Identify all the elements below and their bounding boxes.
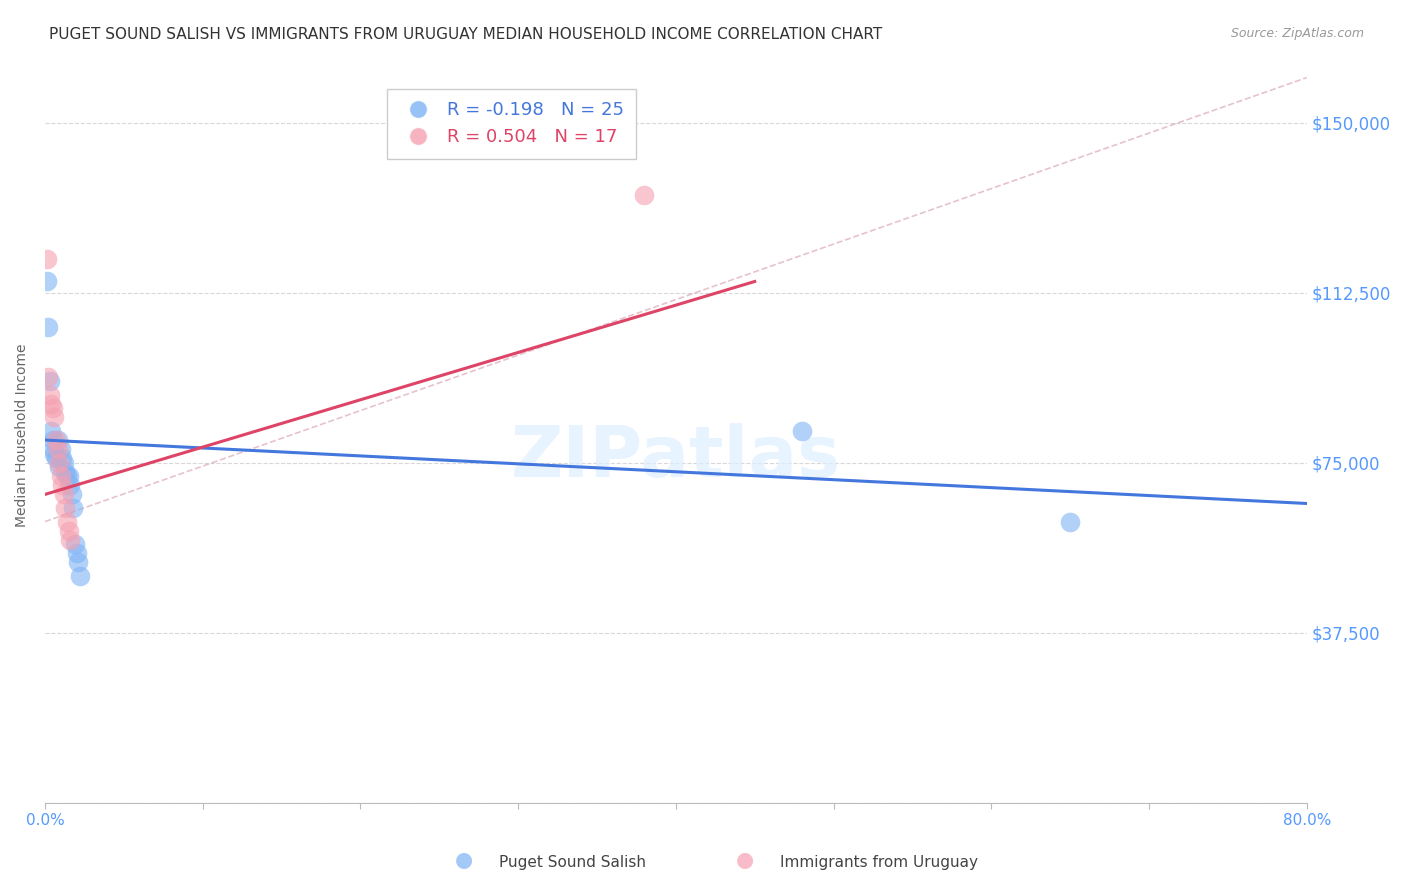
Text: Puget Sound Salish: Puget Sound Salish (499, 855, 647, 870)
Point (42, 442, 65, 456)
Point (45, 433, 67, 447)
Legend: R = -0.198   N = 25, R = 0.504   N = 17: R = -0.198 N = 25, R = 0.504 N = 17 (387, 88, 637, 159)
Point (39, 424, 62, 438)
Point (44, 410, 66, 425)
Text: Immigrants from Uruguay: Immigrants from Uruguay (780, 855, 979, 870)
Point (48, 460, 70, 475)
Point (63, 537, 86, 551)
Point (67, 555, 90, 569)
Point (46, 433, 69, 447)
Point (59, 533, 82, 547)
Point (62, 501, 84, 516)
Y-axis label: Median Household Income: Median Household Income (15, 343, 30, 527)
Text: ●: ● (456, 850, 472, 870)
Point (60, 487, 83, 501)
Point (790, 424, 813, 438)
Point (65, 546, 87, 560)
Point (49, 442, 72, 456)
Text: ZIPatlas: ZIPatlas (510, 423, 841, 492)
Text: PUGET SOUND SALISH VS IMMIGRANTS FROM URUGUAY MEDIAN HOUSEHOLD INCOME CORRELATIO: PUGET SOUND SALISH VS IMMIGRANTS FROM UR… (49, 27, 883, 42)
Point (59, 478, 82, 492)
Point (35, 252, 58, 266)
Point (56, 469, 79, 483)
Point (55, 465, 77, 479)
Point (1059, 515, 1081, 529)
Point (42, 433, 65, 447)
Text: ●: ● (737, 850, 754, 870)
Point (35, 275, 58, 289)
Point (37, 369, 59, 384)
Point (45, 451, 67, 466)
Point (58, 524, 80, 538)
Point (38, 388, 60, 402)
Point (52, 487, 75, 501)
Point (44, 447, 66, 461)
Point (58, 469, 80, 483)
Point (51, 451, 73, 466)
Point (51, 478, 73, 492)
Point (55, 501, 77, 516)
Point (38, 374, 60, 388)
Point (46, 442, 69, 456)
Point (39, 397, 62, 411)
Point (48, 456, 70, 470)
Point (42, 401, 65, 416)
Point (69, 569, 91, 583)
Point (37, 319, 59, 334)
Point (49, 469, 72, 483)
Point (52, 456, 75, 470)
Point (56, 515, 79, 529)
Text: Source: ZipAtlas.com: Source: ZipAtlas.com (1230, 27, 1364, 40)
Point (633, 188, 655, 202)
